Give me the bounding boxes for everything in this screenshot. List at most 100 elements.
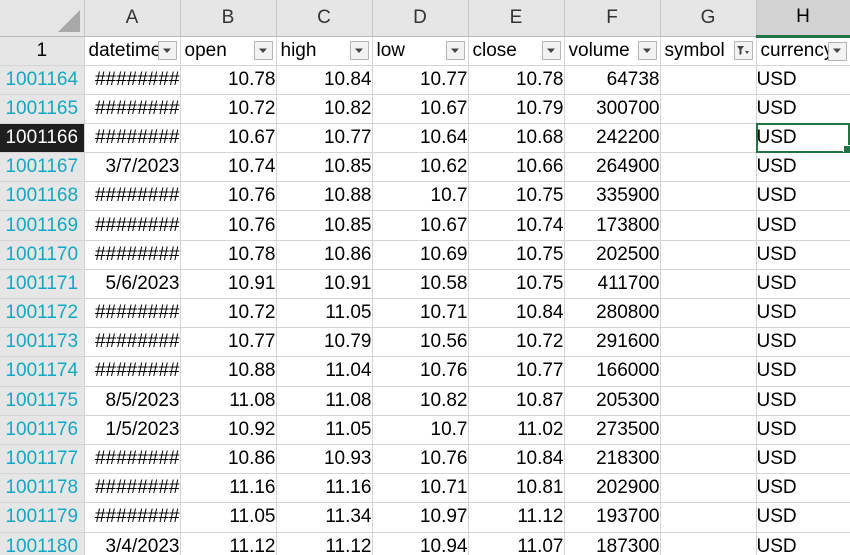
cell-symbol[interactable] <box>660 356 757 387</box>
cell-symbol[interactable] <box>660 415 757 445</box>
cell-high[interactable]: 11.05 <box>276 298 373 329</box>
cell-datetime[interactable]: ######## <box>84 444 181 475</box>
cell-symbol[interactable] <box>660 123 757 154</box>
cell-currency[interactable]: USD <box>756 386 850 416</box>
header-cell-volume[interactable]: volume <box>564 36 661 66</box>
cell-low[interactable]: 10.69 <box>372 240 469 270</box>
cell-volume[interactable]: 264900 <box>564 152 661 183</box>
cell-high[interactable]: 10.84 <box>276 65 373 95</box>
row-header[interactable]: 1001164 <box>0 65 85 95</box>
cell-datetime[interactable]: 5/6/2023 <box>84 269 181 300</box>
cell-high[interactable]: 10.79 <box>276 327 373 358</box>
cell-high[interactable]: 10.86 <box>276 240 373 270</box>
cell-low[interactable]: 10.82 <box>372 386 469 416</box>
cell-volume[interactable]: 64738 <box>564 65 661 95</box>
cell-symbol[interactable] <box>660 181 757 212</box>
cell-open[interactable]: 10.76 <box>180 210 277 241</box>
cell-symbol[interactable] <box>660 502 757 533</box>
cell-open[interactable]: 10.77 <box>180 327 277 358</box>
row-header-1[interactable]: 1 <box>0 36 85 66</box>
cell-high[interactable]: 11.16 <box>276 473 373 504</box>
cell-volume[interactable]: 280800 <box>564 298 661 329</box>
cell-datetime[interactable]: 8/5/2023 <box>84 386 181 416</box>
header-cell-close[interactable]: close <box>468 36 565 66</box>
cell-datetime[interactable]: ######## <box>84 65 181 95</box>
cell-close[interactable]: 10.74 <box>468 210 565 241</box>
row-header[interactable]: 1001170 <box>0 240 85 270</box>
cell-low[interactable]: 10.76 <box>372 444 469 475</box>
cell-low[interactable]: 10.58 <box>372 269 469 300</box>
cell-volume[interactable]: 173800 <box>564 210 661 241</box>
cell-datetime[interactable]: ######## <box>84 210 181 241</box>
cell-close[interactable]: 10.84 <box>468 298 565 329</box>
header-cell-datetime[interactable]: datetime <box>84 36 181 66</box>
cell-low[interactable]: 10.94 <box>372 532 469 555</box>
cell-datetime[interactable]: ######## <box>84 240 181 270</box>
cell-high[interactable]: 11.05 <box>276 415 373 445</box>
cell-high[interactable]: 10.85 <box>276 210 373 241</box>
cell-open[interactable]: 10.76 <box>180 181 277 212</box>
cell-symbol[interactable] <box>660 298 757 329</box>
cell-close[interactable]: 10.81 <box>468 473 565 504</box>
cell-open[interactable]: 10.91 <box>180 269 277 300</box>
cell-datetime[interactable]: 3/7/2023 <box>84 152 181 183</box>
cell-datetime[interactable]: ######## <box>84 356 181 387</box>
row-header[interactable]: 1001172 <box>0 298 85 329</box>
cell-open[interactable]: 10.72 <box>180 94 277 124</box>
row-header[interactable]: 1001165 <box>0 94 85 124</box>
filter-dropdown-button[interactable] <box>253 41 273 60</box>
row-header[interactable]: 1001176 <box>0 415 85 445</box>
cell-currency[interactable]: USD <box>756 65 850 95</box>
filter-dropdown-button[interactable] <box>445 41 465 60</box>
cell-currency[interactable]: USD <box>756 502 850 533</box>
cell-high[interactable]: 10.93 <box>276 444 373 475</box>
row-header[interactable]: 1001171 <box>0 269 85 300</box>
cell-symbol[interactable] <box>660 94 757 124</box>
cell-high[interactable]: 10.85 <box>276 152 373 183</box>
cell-datetime[interactable]: 1/5/2023 <box>84 415 181 445</box>
column-header-c[interactable]: C <box>276 0 373 37</box>
column-header-d[interactable]: D <box>372 0 469 37</box>
cell-close[interactable]: 11.12 <box>468 502 565 533</box>
cell-close[interactable]: 10.78 <box>468 65 565 95</box>
cell-high[interactable]: 10.77 <box>276 123 373 154</box>
cell-open[interactable]: 10.72 <box>180 298 277 329</box>
cell-symbol[interactable] <box>660 152 757 183</box>
header-cell-open[interactable]: open <box>180 36 277 66</box>
cell-currency[interactable]: USD <box>756 152 850 183</box>
cell-open[interactable]: 10.92 <box>180 415 277 445</box>
cell-close[interactable]: 10.75 <box>468 240 565 270</box>
cell-open[interactable]: 10.67 <box>180 123 277 154</box>
cell-symbol[interactable] <box>660 210 757 241</box>
cell-close[interactable]: 10.75 <box>468 181 565 212</box>
cell-open[interactable]: 10.78 <box>180 65 277 95</box>
cell-close[interactable]: 10.68 <box>468 123 565 154</box>
column-header-b[interactable]: B <box>180 0 277 37</box>
cell-open[interactable]: 10.88 <box>180 356 277 387</box>
filter-dropdown-button[interactable] <box>637 41 657 60</box>
cell-close[interactable]: 10.87 <box>468 386 565 416</box>
cell-low[interactable]: 10.71 <box>372 473 469 504</box>
cell-symbol[interactable] <box>660 532 757 555</box>
cell-volume[interactable]: 202500 <box>564 240 661 270</box>
cell-volume[interactable]: 166000 <box>564 356 661 387</box>
cell-currency[interactable]: USD <box>756 181 850 212</box>
cell-low[interactable]: 10.71 <box>372 298 469 329</box>
cell-volume[interactable]: 300700 <box>564 94 661 124</box>
cell-high[interactable]: 10.88 <box>276 181 373 212</box>
cell-low[interactable]: 10.64 <box>372 123 469 154</box>
cell-volume[interactable]: 411700 <box>564 269 661 300</box>
cell-close[interactable]: 11.07 <box>468 532 565 555</box>
cell-symbol[interactable] <box>660 386 757 416</box>
cell-low[interactable]: 10.67 <box>372 210 469 241</box>
cell-currency[interactable]: USD <box>756 210 850 241</box>
cell-open[interactable]: 11.12 <box>180 532 277 555</box>
filter-dropdown-button[interactable] <box>541 41 561 60</box>
row-header[interactable]: 1001178 <box>0 473 85 504</box>
cell-low[interactable]: 10.56 <box>372 327 469 358</box>
column-header-f[interactable]: F <box>564 0 661 37</box>
cell-volume[interactable]: 242200 <box>564 123 661 154</box>
cell-open[interactable]: 10.74 <box>180 152 277 183</box>
cell-low[interactable]: 10.77 <box>372 65 469 95</box>
cell-high[interactable]: 11.12 <box>276 532 373 555</box>
